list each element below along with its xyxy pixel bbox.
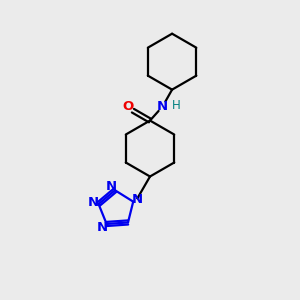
Text: N: N (106, 180, 117, 193)
Text: N: N (157, 100, 168, 113)
Text: N: N (97, 221, 108, 234)
Text: N: N (88, 196, 99, 209)
Text: H: H (171, 100, 180, 112)
Text: N: N (131, 193, 142, 206)
Text: O: O (123, 100, 134, 113)
